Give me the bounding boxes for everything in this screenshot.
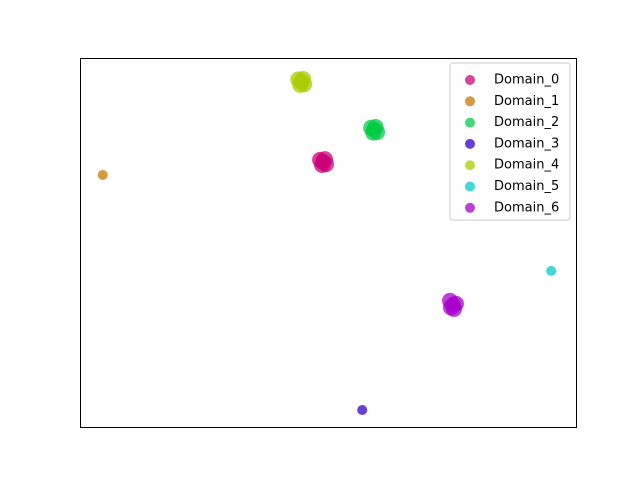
legend-label: Domain_4 [494,158,559,173]
legend-marker [465,75,475,85]
legend-marker [465,181,475,192]
legend-frame [449,62,571,221]
legend-marker [465,117,475,128]
legend-marker [465,160,475,171]
point [357,405,368,416]
legend-label: Domain_2 [494,115,559,130]
legend-label: Domain_6 [494,200,559,215]
point [546,265,557,276]
point [445,300,462,317]
legend-label: Domain_0 [494,73,559,88]
legend-label: Domain_1 [494,94,559,109]
point [295,71,312,88]
legend-label: Domain_3 [494,136,559,151]
legend-marker [465,138,475,149]
plot-frame [80,58,577,428]
legend-marker [465,96,475,107]
point [97,169,108,180]
legend-label: Domain_5 [494,179,559,194]
legend-marker [465,202,475,213]
point [367,119,384,136]
point [317,151,334,168]
